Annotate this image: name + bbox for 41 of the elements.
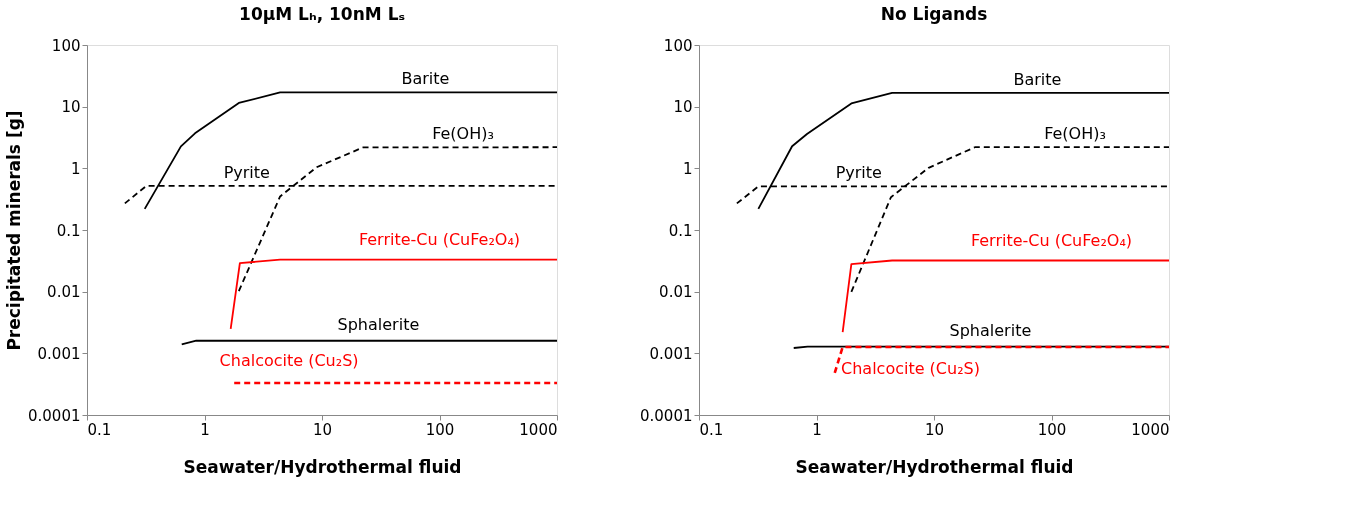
y-tick-label: 0.1 [668,221,693,240]
chart-title: No Ligands [880,4,988,24]
y-tick-label: 0.0001 [640,406,693,425]
y-tick-label: 0.001 [37,344,81,363]
x-tick-label: 1000 [519,420,558,439]
series-label: Ferrite-Cu (CuFe₂O₄) [358,229,521,249]
series-label: Barite [401,69,450,89]
chart-title: 10µM Lₕ, 10nM Lₛ [239,4,405,24]
y-tick-label: 100 [51,36,81,55]
x-tick-label: 10 [312,420,333,439]
series-label: Chalcocite (Cu₂S) [219,351,359,371]
x-tick-label: 100 [1037,420,1067,439]
series-label: Ferrite-Cu (CuFe₂O₄) [970,230,1133,250]
series-label: Fe(OH)₃ [432,124,494,144]
x-tick-label: 0.1 [699,420,724,439]
x-tick-label: 10 [924,420,945,439]
series-label: Sphalerite [949,320,1032,340]
x-tick-label: 1000 [1131,420,1170,439]
x-tick-label: 1 [812,420,822,439]
y-tick-label: 100 [663,36,693,55]
x-axis-title: Seawater/Hydrothermal fluid [183,456,462,477]
series-label: Sphalerite [337,314,420,334]
y-tick-label: 0.1 [56,221,81,240]
x-axis-title: Seawater/Hydrothermal fluid [795,456,1074,477]
x-tick-label: 100 [425,420,455,439]
series-label: Barite [1013,69,1062,89]
y-tick-label: 0.01 [659,283,693,302]
y-tick-label: 1 [70,159,81,178]
y-tick-label: 1 [682,159,693,178]
series-label: Chalcocite (Cu₂S) [841,358,980,378]
y-tick-label: 10 [673,98,693,117]
x-tick-label: 0.1 [87,420,112,439]
y-tick-label: 10 [61,98,81,117]
y-tick-label: 0.001 [649,344,693,363]
series-label: Fe(OH)₃ [1044,124,1106,144]
x-tick-label: 1 [200,420,210,439]
y-tick-label: 0.01 [47,283,81,302]
series-label: Pyrite [223,162,270,182]
y-tick-label: 0.0001 [28,406,81,425]
y-axis-title: Precipitated minerals [g] [4,110,25,351]
series-label: Pyrite [835,163,882,183]
